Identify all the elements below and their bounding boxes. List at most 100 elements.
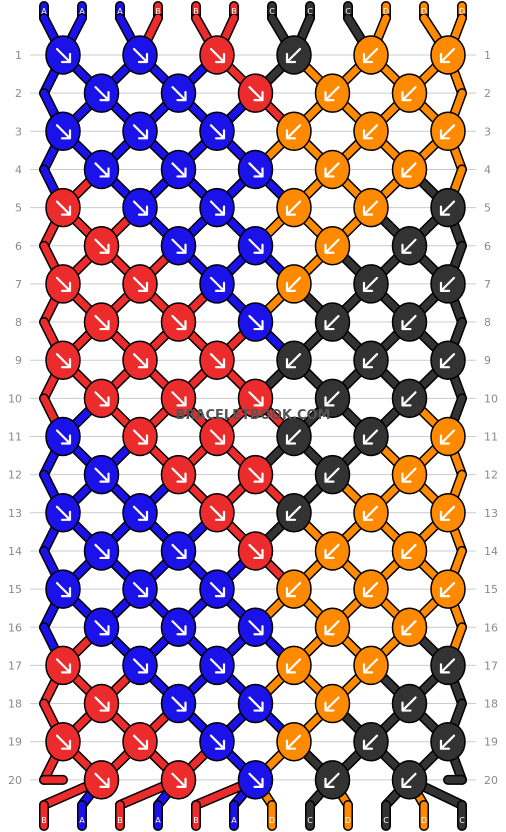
arrow-down-right-icon [209, 658, 226, 674]
arrow-down-left-icon [439, 353, 456, 369]
knot [83, 149, 120, 190]
arrow-down-left-icon [401, 314, 417, 331]
top-strand-label: B [231, 7, 237, 16]
knot [353, 416, 389, 457]
knot-grid [45, 35, 466, 800]
top-strand-label: B [155, 7, 161, 16]
row-label-left: 10 [8, 392, 22, 405]
arrow-down-left-icon [401, 391, 417, 407]
knot [45, 264, 81, 304]
arrow-down-left-icon [324, 467, 340, 483]
knot [160, 683, 197, 724]
knot [353, 35, 389, 75]
arrow-down-left-icon [324, 162, 340, 178]
arrow-down-right-icon [55, 124, 72, 140]
knot [276, 493, 312, 533]
knot [276, 721, 312, 762]
knot [83, 378, 120, 419]
row-label-left: 19 [8, 736, 22, 749]
arrow-down-left-icon [324, 696, 340, 712]
knot [237, 226, 274, 266]
arrow-down-right-icon [132, 429, 149, 445]
arrow-down-right-icon [248, 620, 264, 636]
knot [160, 531, 197, 571]
arrow-down-right-icon [209, 353, 226, 369]
top-strand-label: B [193, 7, 199, 16]
arrow-down-right-icon [209, 47, 226, 64]
row-label-left: 18 [8, 698, 22, 711]
row-label-right: 13 [484, 507, 498, 520]
knot [237, 454, 274, 495]
knot [160, 73, 197, 113]
bottom-strand-label: B [193, 816, 199, 825]
arrow-down-left-icon [324, 391, 340, 407]
knot [430, 493, 466, 533]
row-label-left: 15 [8, 583, 22, 596]
top-strand-label: C [307, 7, 313, 16]
knot [314, 378, 351, 419]
arrow-down-left-icon [362, 124, 379, 140]
arrow-down-left-icon [362, 429, 379, 445]
bottom-strand-label: A [155, 816, 161, 825]
knot [122, 187, 158, 228]
knot [160, 378, 197, 419]
knot [45, 340, 81, 380]
arrow-down-right-icon [55, 429, 72, 445]
row-label-right: 9 [484, 354, 491, 367]
row-label-left: 16 [8, 621, 22, 634]
arrow-down-left-icon [439, 276, 456, 292]
knot [45, 35, 81, 75]
knot [391, 226, 428, 266]
row-label-right: 11 [484, 431, 498, 444]
arrow-down-left-icon [439, 734, 456, 750]
arrow-down-right-icon [55, 658, 72, 674]
row-label-right: 18 [484, 698, 498, 711]
knot [83, 73, 120, 113]
knot [430, 35, 466, 75]
arrow-down-right-icon [209, 429, 226, 445]
bottom-strand-label: D [421, 816, 427, 825]
row-label-right: 6 [484, 240, 491, 253]
knot [122, 493, 158, 533]
knot [237, 531, 274, 571]
arrow-down-left-icon [324, 772, 340, 788]
arrow-down-left-icon [362, 505, 379, 521]
knot [199, 569, 235, 609]
knot [430, 569, 466, 609]
knot [199, 111, 235, 152]
row-label-left: 6 [15, 240, 22, 253]
knot [122, 416, 158, 457]
arrow-down-right-icon [55, 582, 72, 598]
knot [199, 645, 235, 686]
knot [83, 531, 120, 571]
top-strand-label: D [383, 7, 389, 16]
arrow-down-right-icon [132, 505, 149, 521]
knot [45, 416, 81, 457]
arrow-down-left-icon [324, 314, 340, 331]
knot [160, 760, 197, 800]
knot [45, 645, 81, 686]
knot [314, 454, 351, 495]
knot [160, 226, 197, 266]
arrow-down-left-icon [285, 734, 302, 750]
bottom-strand-label: C [383, 816, 389, 825]
row-label-left: 1 [15, 49, 22, 62]
arrow-down-left-icon [324, 620, 340, 636]
knot [276, 645, 312, 686]
knot [160, 149, 197, 190]
knot [391, 607, 428, 647]
arrow-down-left-icon [401, 467, 417, 483]
arrow-down-right-icon [248, 696, 264, 712]
arrow-down-left-icon [439, 47, 456, 64]
arrow-down-right-icon [132, 582, 149, 598]
arrow-down-left-icon [362, 47, 379, 64]
arrow-down-right-icon [132, 276, 149, 292]
knot [391, 302, 428, 342]
knot [83, 454, 120, 495]
knot [391, 454, 428, 495]
arrow-down-right-icon [171, 696, 187, 712]
row-label-right: 14 [484, 545, 498, 558]
arrow-down-left-icon [362, 734, 379, 750]
arrow-down-right-icon [209, 505, 226, 521]
knot [276, 340, 312, 380]
